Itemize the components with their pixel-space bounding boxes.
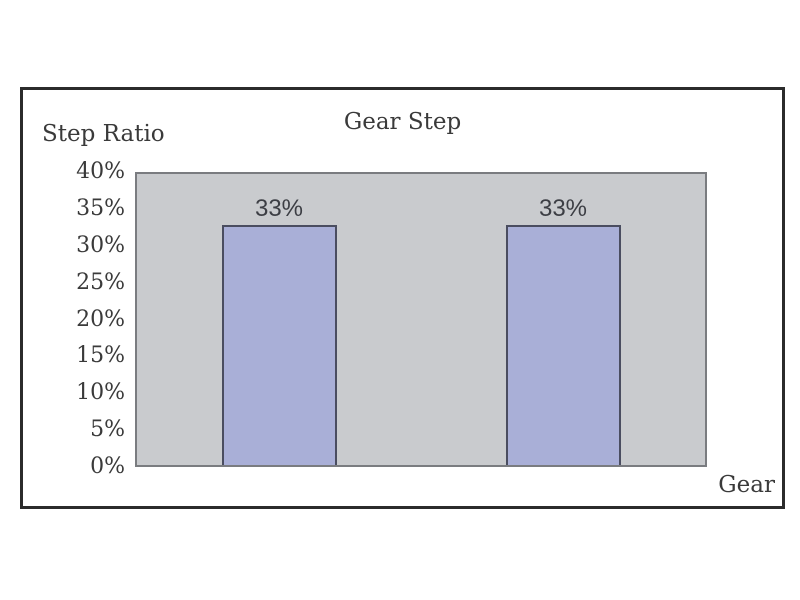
y-tick-label: 5% — [90, 417, 125, 443]
chart-title: Gear Step — [343, 109, 462, 135]
bar-value-label: 33% — [254, 194, 304, 222]
y-tick-label: 30% — [76, 232, 125, 258]
y-axis-ticks: 40% 35% 30% 25% 20% 15% 10% 5% 0% — [23, 161, 125, 478]
y-tick-label: 0% — [90, 454, 125, 479]
bar-group: 33% — [221, 174, 337, 465]
plot-area: 33% 33% — [135, 172, 707, 467]
bar-group: 33% — [505, 174, 621, 465]
bar — [505, 224, 621, 465]
y-tick-label: 20% — [76, 306, 125, 332]
bar-value-label: 33% — [538, 194, 588, 222]
chart-frame: Gear Step Step Ratio 40% 35% 30% 25% 20% 15% 1… — [20, 87, 785, 509]
y-tick-label: 35% — [76, 195, 125, 221]
y-tick-label: 15% — [76, 343, 125, 369]
x-axis-title: Gear — [718, 472, 775, 498]
y-axis-title: Step Ratio — [42, 121, 165, 147]
y-tick-label: 10% — [76, 380, 125, 406]
y-tick-label: 25% — [76, 269, 125, 295]
bar — [221, 224, 337, 465]
y-tick-label: 40% — [76, 159, 125, 184]
